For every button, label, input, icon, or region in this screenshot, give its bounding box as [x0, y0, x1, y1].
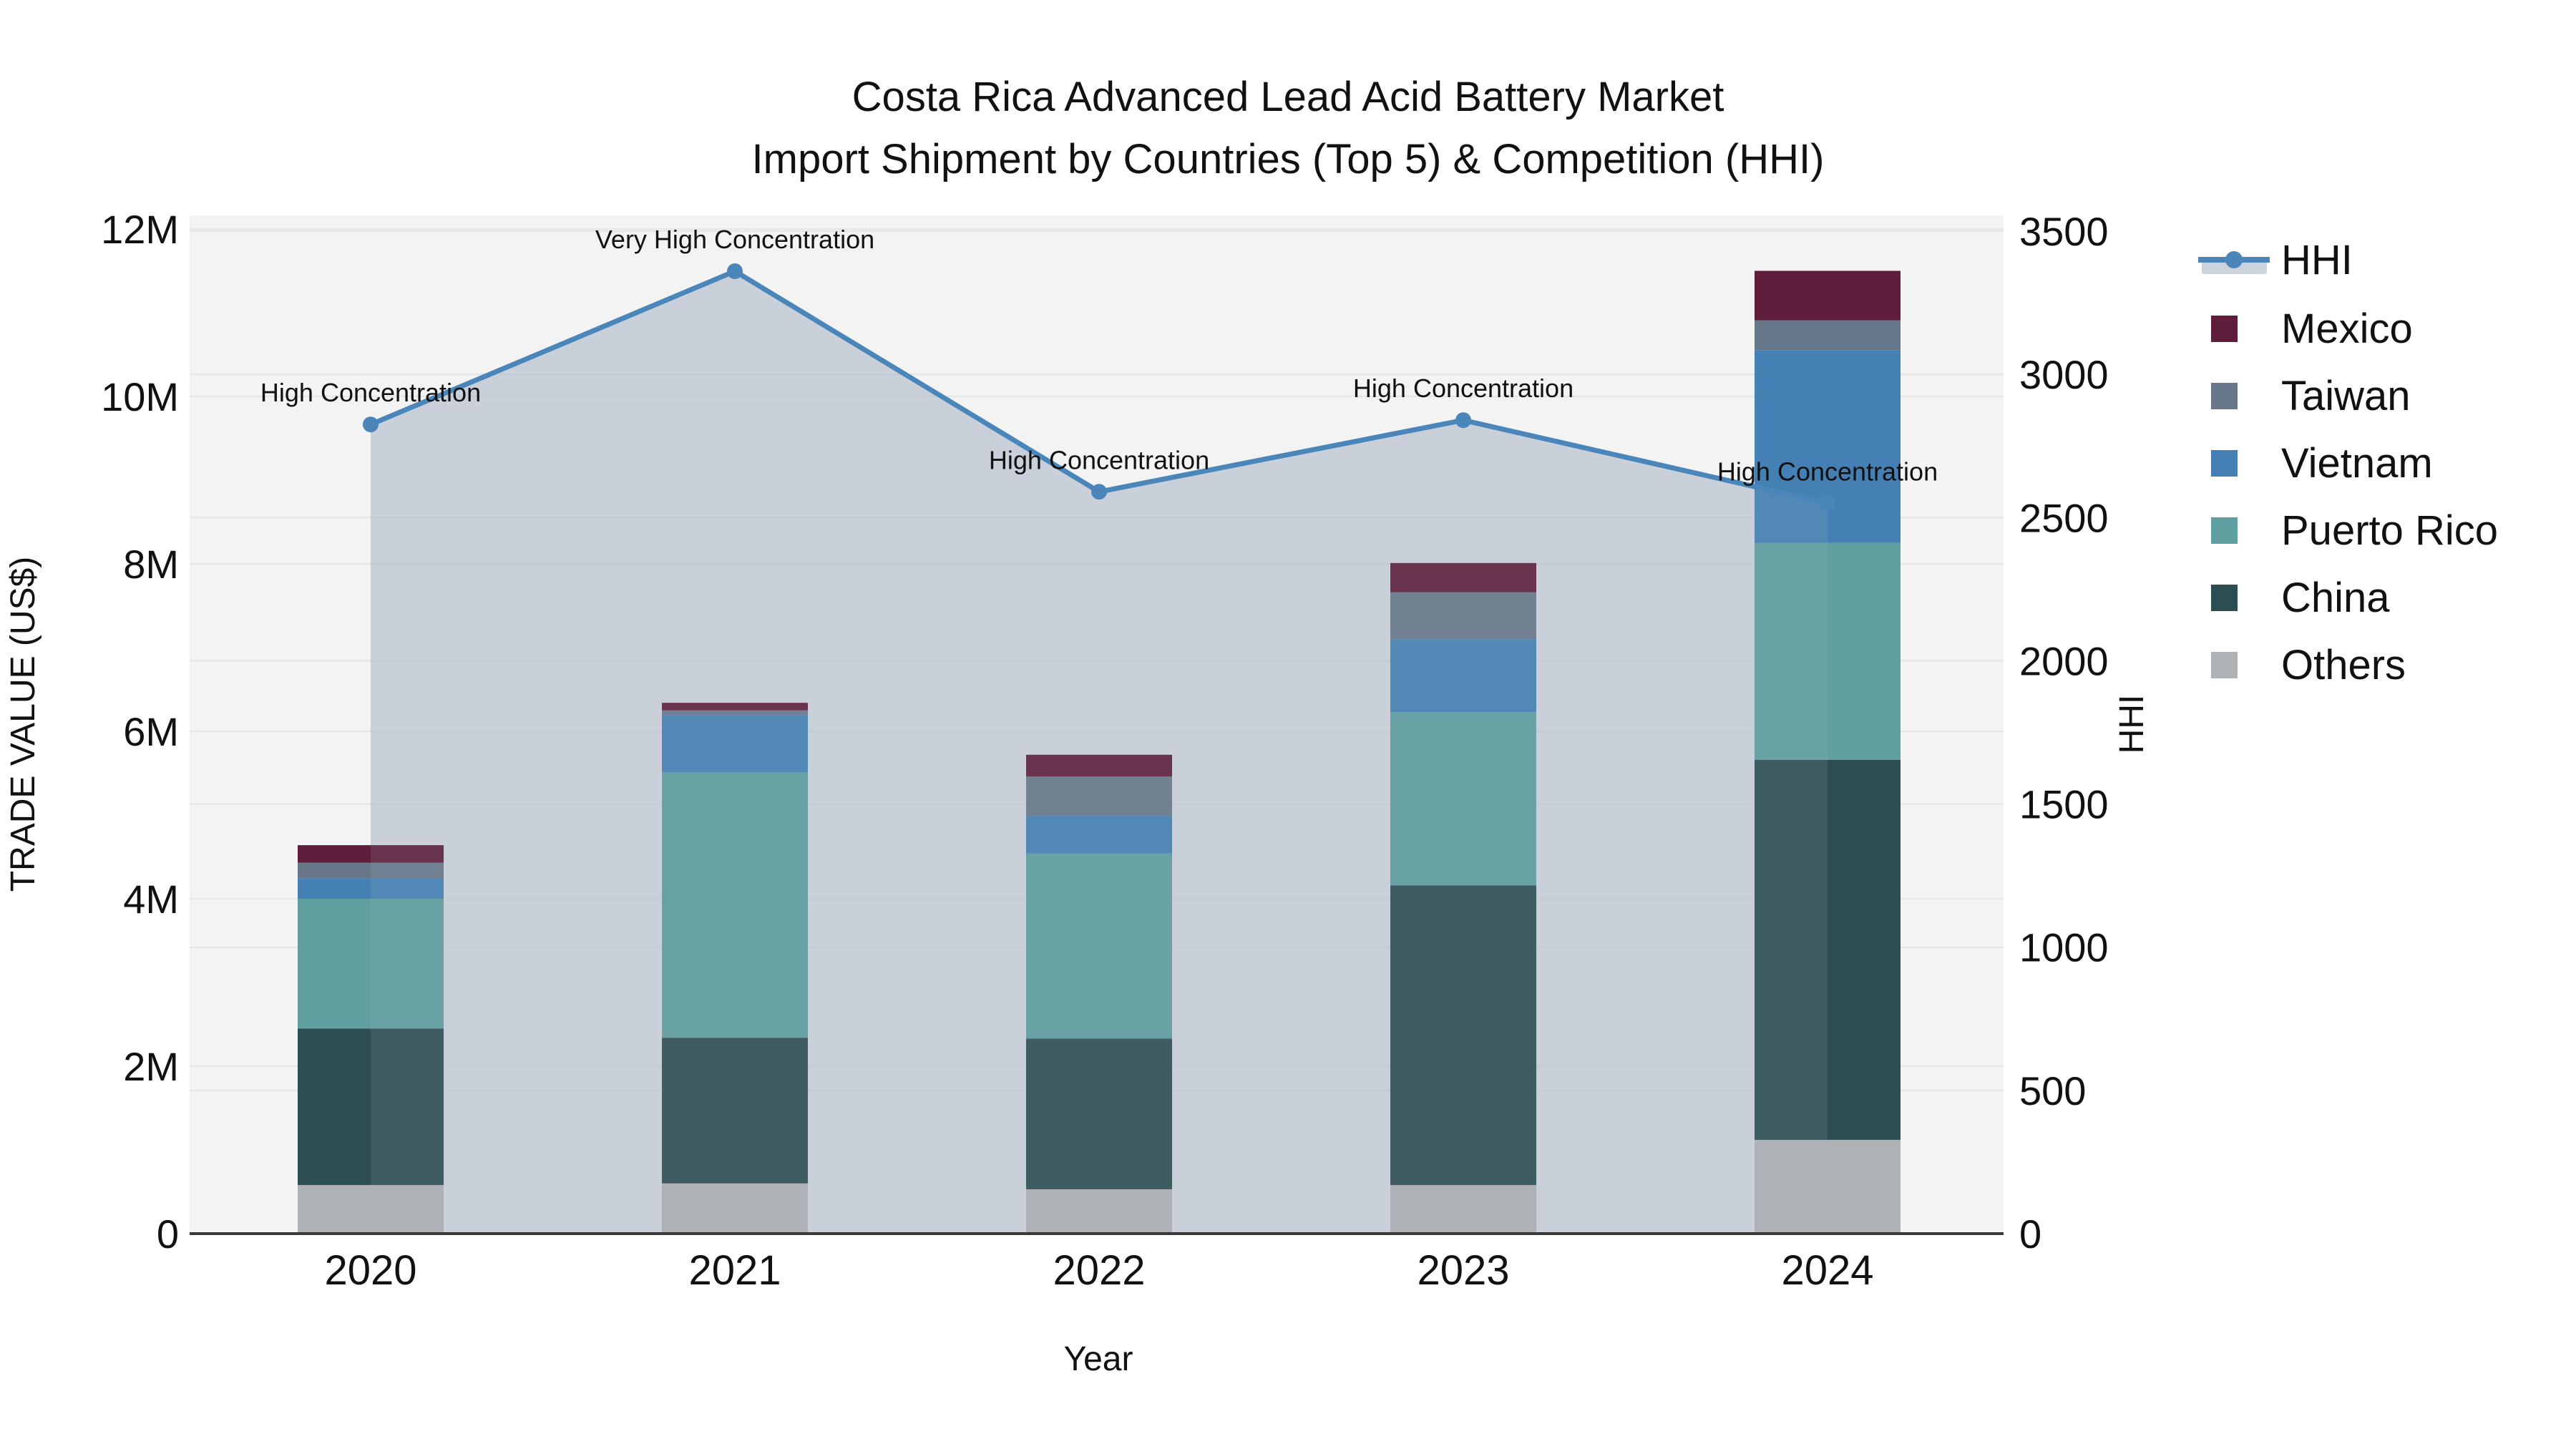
bar-segment-puerto-rico [1390, 712, 1536, 886]
annotation-2021: Very High Concentration [595, 225, 874, 254]
bar-segment-china [1755, 759, 1901, 1140]
legend-color-swatch [2211, 450, 2238, 477]
bar-segment-others [1390, 1185, 1536, 1234]
bar-segment-puerto-rico [1026, 853, 1172, 1039]
legend-label: China [2281, 575, 2390, 621]
y-right-axis-title: HHI [2113, 695, 2151, 754]
hhi-marker-2023 [1455, 412, 1471, 429]
bar-segment-vietnam [298, 878, 444, 899]
bar-segment-china [298, 1028, 444, 1186]
chart-title-line1: Costa Rica Advanced Lead Acid Battery Ma… [852, 74, 1724, 120]
bar-segment-mexico [298, 845, 444, 863]
legend-item-puerto-rico[interactable]: Puerto Rico [2211, 507, 2498, 554]
bar-segment-others [1755, 1139, 1901, 1234]
legend-label: Vietnam [2281, 440, 2433, 487]
bar-segment-mexico [1390, 562, 1536, 592]
legend-item-china[interactable]: China [2211, 575, 2390, 621]
x-tick-label-2021: 2021 [688, 1247, 781, 1294]
y-right-tick-label: 0 [2019, 1211, 2041, 1257]
annotation-2023: High Concentration [1353, 374, 1574, 403]
bar-segment-puerto-rico [1755, 542, 1901, 760]
annotation-2020: High Concentration [260, 378, 481, 407]
legend: HHI Mexico Taiwan Vietnam Puerto Rico China Ot… [2198, 237, 2498, 688]
y-left-tick-label: 6M [123, 709, 179, 754]
bar-segment-puerto-rico [298, 899, 444, 1029]
y-left-tick-label: 12M [101, 207, 179, 252]
y-left-tick-label: 10M [101, 374, 179, 419]
bar-segment-others [298, 1185, 444, 1234]
legend-color-swatch [2211, 316, 2238, 342]
hhi-area-overlay [371, 271, 1828, 1234]
bar-segment-china [1026, 1038, 1172, 1189]
annotation-2022: High Concentration [989, 445, 1209, 474]
legend-item-others[interactable]: Others [2211, 642, 2406, 688]
hhi-marker-2022 [1091, 484, 1107, 500]
bar-segment-vietnam [662, 715, 808, 773]
y-right-tick-label: 2000 [2019, 638, 2109, 683]
bar-segment-mexico [662, 703, 808, 711]
chart-title-line2: Import Shipment by Countries (Top 5) & C… [752, 136, 1825, 182]
y-right-tick-label: 500 [2019, 1068, 2086, 1113]
y-right-tick-label: 1500 [2019, 782, 2109, 827]
x-tick-label-2022: 2022 [1053, 1247, 1145, 1294]
legend-color-swatch [2211, 585, 2238, 611]
hhi-marker-2024 [1820, 495, 1835, 512]
y-left-tick-label: 4M [123, 877, 179, 922]
hhi-marker-2021 [727, 263, 743, 280]
bar-segment-puerto-rico [662, 772, 808, 1038]
legend-label: Taiwan [2281, 373, 2411, 419]
bar-segment-china [662, 1038, 808, 1184]
legend-label: Puerto Rico [2281, 507, 2498, 554]
y-right-tick-label: 3000 [2019, 352, 2109, 397]
x-tick-label-2023: 2023 [1417, 1247, 1509, 1294]
legend-color-swatch [2211, 383, 2238, 409]
bar-segment-mexico [1026, 754, 1172, 777]
bar-segment-mexico [1755, 270, 1901, 321]
x-tick-label-2020: 2020 [324, 1247, 416, 1294]
y-left-tick-label: 2M [123, 1044, 179, 1089]
y-left-tick-label: 0 [157, 1211, 179, 1257]
legend-label: Mexico [2281, 306, 2413, 352]
annotation-2024: High Concentration [1717, 457, 1938, 486]
x-tick-label-2024: 2024 [1781, 1247, 1873, 1294]
y-right-tick-label: 3500 [2019, 209, 2109, 254]
hhi-marker-2020 [363, 416, 379, 433]
y-left-axis-title: TRADE VALUE (US$) [4, 557, 42, 892]
y-left-tick-label: 8M [123, 542, 179, 587]
bar-segment-taiwan [1755, 320, 1901, 351]
bar-segment-taiwan [1390, 592, 1536, 640]
y-right-tick-label: 2500 [2019, 495, 2109, 540]
legend-item-vietnam[interactable]: Vietnam [2211, 440, 2433, 487]
bar-segment-others [1026, 1189, 1172, 1234]
bar-segment-china [1390, 885, 1536, 1186]
x-axis-title: Year [1064, 1340, 1133, 1378]
legend-hhi-marker-icon [2225, 251, 2243, 268]
legend-item-taiwan[interactable]: Taiwan [2211, 373, 2411, 419]
legend-item-mexico[interactable]: Mexico [2211, 306, 2413, 352]
legend-color-swatch [2211, 517, 2238, 544]
bar-segment-taiwan [1026, 776, 1172, 816]
legend-color-swatch [2211, 652, 2238, 678]
legend-item-hhi[interactable]: HHI [2198, 237, 2353, 283]
legend-label: Others [2281, 642, 2406, 688]
y-right-tick-label: 1000 [2019, 925, 2109, 970]
plot-area: 0 2M 4M 6M 8M 10M 12M 0 500 1000 1500 2000 2500 3000 3… [101, 207, 2109, 1294]
bar-segment-taiwan [298, 862, 444, 879]
bar-segment-taiwan [662, 710, 808, 716]
bar-segment-vietnam [1390, 639, 1536, 713]
legend-label: HHI [2281, 237, 2353, 283]
bar-segment-vietnam [1026, 816, 1172, 854]
bar-segment-others [662, 1183, 808, 1234]
